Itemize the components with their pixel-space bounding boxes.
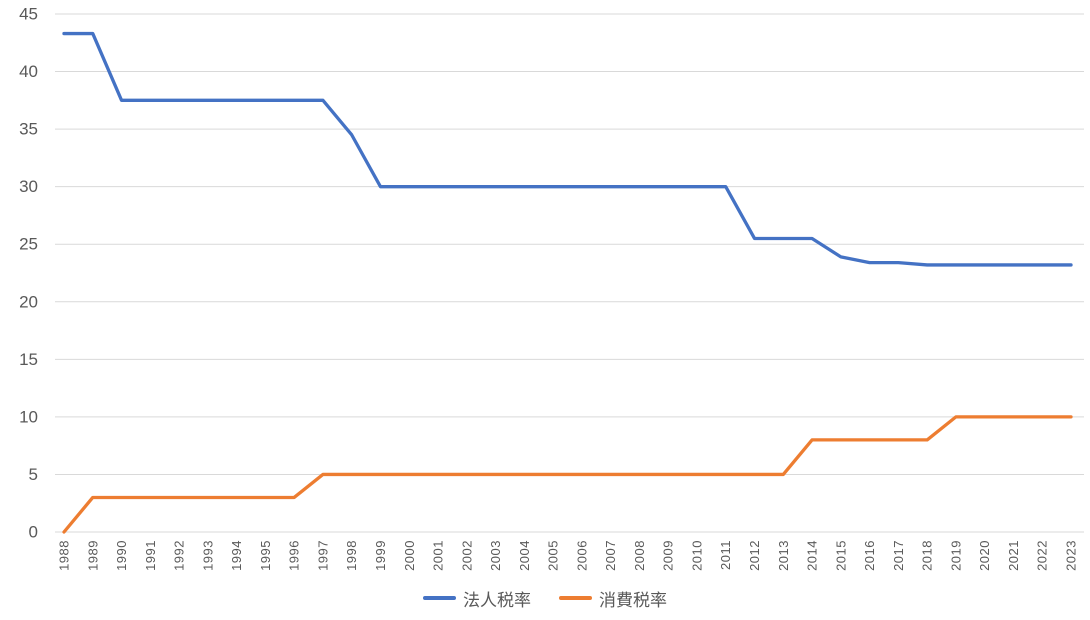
x-axis-tick-label: 1992	[172, 540, 187, 571]
y-axis-tick-label: 30	[19, 177, 38, 196]
legend-line-swatch-corporate	[423, 596, 456, 600]
x-axis-tick-label: 1990	[114, 540, 129, 571]
y-axis-tick-label: 5	[29, 465, 38, 484]
x-axis-tick-label: 2006	[574, 540, 589, 571]
y-axis-tick-label: 40	[19, 62, 38, 81]
legend: 法人税率 消費税率	[0, 580, 1090, 616]
legend-item-corporate-tax-rate: 法人税率	[423, 586, 531, 611]
x-axis-tick-label: 2001	[431, 540, 446, 571]
y-axis-tick-label: 35	[19, 120, 38, 139]
series-line-0	[62, 31, 1073, 267]
x-axis-tick-label: 2008	[632, 540, 647, 571]
x-axis-tick-label: 2013	[776, 540, 791, 571]
y-axis-tick-label: 45	[19, 5, 38, 24]
x-axis-tick-label: 1998	[344, 540, 359, 571]
x-axis-tick-label: 2017	[891, 540, 906, 571]
legend-line-swatch-consumption	[559, 596, 592, 600]
x-axis-tick-label: 2016	[862, 540, 877, 571]
x-axis-tick-label: 1993	[200, 540, 215, 571]
x-axis-tick-label: 2020	[977, 540, 992, 571]
x-axis-tick-label: 2000	[402, 540, 417, 571]
x-axis-tick-label: 2002	[459, 540, 474, 571]
x-axis-tick-label: 1999	[373, 540, 388, 571]
y-axis-tick-label: 20	[19, 292, 38, 311]
x-axis-tick-label: 2019	[948, 540, 963, 571]
series-line-1	[62, 415, 1073, 534]
x-axis-tick-label: 2014	[805, 540, 820, 571]
x-axis-tick-label: 2003	[488, 540, 503, 571]
x-axis-tick-label: 2015	[833, 540, 848, 571]
y-axis-tick-label: 25	[19, 235, 38, 254]
legend-label-corporate: 法人税率	[463, 590, 531, 610]
x-axis-tick-label: 1995	[258, 540, 273, 571]
x-axis-tick-label: 2004	[517, 540, 532, 571]
x-axis-tick-label: 1997	[315, 540, 330, 571]
x-axis-tick-label: 2011	[718, 540, 733, 570]
x-axis-tick-label: 1991	[143, 540, 158, 571]
legend-label-consumption: 消費税率	[599, 590, 667, 610]
x-axis-tick-label: 2022	[1035, 540, 1050, 571]
legend-item-consumption-tax-rate: 消費税率	[559, 586, 667, 611]
x-axis-tick-label: 2023	[1064, 540, 1079, 571]
x-axis-tick-label: 2005	[546, 540, 561, 571]
x-axis-tick-label: 1996	[287, 540, 302, 571]
x-axis-tick-label: 1994	[229, 540, 244, 571]
x-axis-tick-label: 1988	[57, 540, 72, 571]
y-axis-tick-label: 0	[29, 523, 38, 542]
x-axis-tick-label: 2010	[689, 540, 704, 571]
y-axis-tick-label: 15	[19, 350, 38, 369]
x-axis-tick-label: 1989	[85, 540, 100, 571]
x-axis-tick-label: 2021	[1006, 540, 1021, 571]
x-axis-tick-label: 2012	[747, 540, 762, 571]
x-axis-tick-label: 2018	[920, 540, 935, 571]
plot-area: 0 5 10 15 20 25 30 35 40 45 1988 1989 1990 1991 1992 19…	[19, 5, 1084, 571]
y-axis-tick-label: 10	[19, 407, 38, 426]
x-axis-tick-label: 2009	[661, 540, 676, 571]
x-axis-tick-label: 2007	[603, 540, 618, 571]
